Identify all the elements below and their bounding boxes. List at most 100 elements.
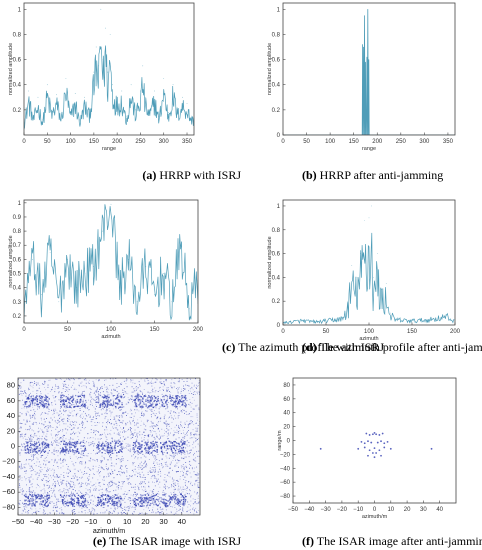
noise-point bbox=[125, 447, 127, 449]
cluster-point bbox=[44, 404, 46, 407]
noise-point bbox=[165, 509, 167, 511]
cluster-point bbox=[179, 399, 181, 401]
noise-point bbox=[68, 394, 69, 396]
cluster-point bbox=[97, 446, 100, 448]
noise-point bbox=[177, 449, 179, 450]
noise-point bbox=[182, 486, 184, 488]
noise-point bbox=[40, 414, 41, 416]
noise-point bbox=[191, 437, 193, 439]
noise-point bbox=[20, 434, 22, 435]
noise-point bbox=[187, 470, 189, 472]
noise-point bbox=[194, 484, 196, 486]
noise-point bbox=[22, 502, 23, 504]
noise-point bbox=[81, 511, 83, 512]
noise-point bbox=[101, 413, 103, 415]
noise-point bbox=[197, 393, 198, 395]
noise-point bbox=[171, 386, 173, 388]
noise-point bbox=[93, 473, 94, 475]
cluster-point bbox=[173, 443, 175, 446]
noise-point bbox=[162, 491, 164, 493]
cluster-point bbox=[109, 404, 111, 406]
noise-point bbox=[195, 430, 197, 432]
noise-point bbox=[22, 467, 24, 469]
noise-point bbox=[20, 468, 22, 470]
cluster-point bbox=[67, 505, 69, 507]
cluster-point bbox=[139, 395, 142, 397]
noise-point bbox=[185, 447, 186, 449]
data-point bbox=[37, 96, 39, 98]
noise-point bbox=[132, 379, 134, 381]
noise-point bbox=[69, 504, 71, 506]
noise-point bbox=[125, 465, 127, 466]
noise-point bbox=[98, 380, 99, 382]
noise-point bbox=[94, 425, 96, 426]
data-point bbox=[365, 61, 366, 63]
cluster-point bbox=[139, 400, 141, 402]
y-tick-label: 1 bbox=[18, 201, 22, 207]
noise-point bbox=[80, 429, 82, 431]
noise-point bbox=[81, 457, 83, 459]
cluster-point bbox=[170, 446, 172, 448]
noise-point bbox=[45, 447, 46, 449]
noise-point bbox=[138, 505, 140, 507]
noise-point bbox=[122, 420, 124, 422]
noise-point bbox=[165, 420, 167, 422]
noise-point bbox=[118, 484, 120, 486]
noise-point bbox=[99, 482, 101, 483]
noise-point bbox=[193, 394, 195, 395]
noise-point bbox=[108, 486, 109, 488]
data-point bbox=[67, 259, 68, 260]
cluster-point bbox=[116, 442, 118, 444]
noise-point bbox=[137, 485, 139, 487]
noise-point bbox=[87, 502, 89, 503]
noise-point bbox=[187, 446, 189, 447]
noise-point bbox=[176, 448, 178, 450]
noise-point bbox=[174, 507, 176, 508]
cluster-point bbox=[32, 450, 35, 453]
noise-point bbox=[98, 422, 100, 424]
noise-point bbox=[114, 511, 115, 513]
y-tick-label: 0 bbox=[277, 133, 281, 139]
noise-point bbox=[188, 493, 190, 495]
noise-point bbox=[137, 426, 139, 428]
cluster-point bbox=[34, 451, 36, 453]
noise-point bbox=[82, 473, 84, 475]
noise-point bbox=[113, 490, 115, 492]
noise-point bbox=[46, 439, 48, 441]
noise-point bbox=[125, 383, 127, 385]
cluster-point bbox=[60, 396, 62, 399]
cluster-point bbox=[66, 398, 68, 400]
noise-point bbox=[151, 426, 153, 428]
cluster-point bbox=[76, 401, 79, 403]
cluster-point bbox=[75, 445, 77, 447]
noise-point bbox=[123, 498, 125, 500]
cluster-point bbox=[119, 406, 122, 408]
noise-point bbox=[25, 392, 26, 394]
noise-point bbox=[126, 478, 128, 480]
cluster-point bbox=[146, 442, 148, 444]
noise-point bbox=[55, 422, 57, 423]
cluster-point bbox=[143, 500, 145, 502]
noise-point bbox=[53, 449, 55, 451]
plot-area bbox=[283, 205, 455, 325]
noise-point bbox=[178, 412, 180, 414]
noise-point bbox=[119, 440, 121, 442]
noise-point bbox=[93, 384, 95, 386]
noise-point bbox=[21, 490, 23, 492]
noise-point bbox=[43, 507, 45, 508]
noise-point bbox=[107, 459, 109, 461]
noise-point bbox=[189, 463, 190, 465]
noise-point bbox=[51, 444, 53, 445]
noise-point bbox=[95, 453, 96, 455]
noise-point bbox=[63, 441, 65, 443]
cluster-point bbox=[147, 401, 149, 403]
noise-point bbox=[137, 394, 138, 396]
noise-point bbox=[129, 498, 131, 499]
noise-point bbox=[176, 462, 178, 464]
cluster-point bbox=[107, 505, 109, 507]
noise-point bbox=[40, 405, 42, 407]
cluster-point bbox=[175, 401, 177, 403]
noise-point bbox=[152, 509, 153, 511]
noise-point bbox=[65, 410, 67, 412]
noise-point bbox=[60, 474, 62, 475]
